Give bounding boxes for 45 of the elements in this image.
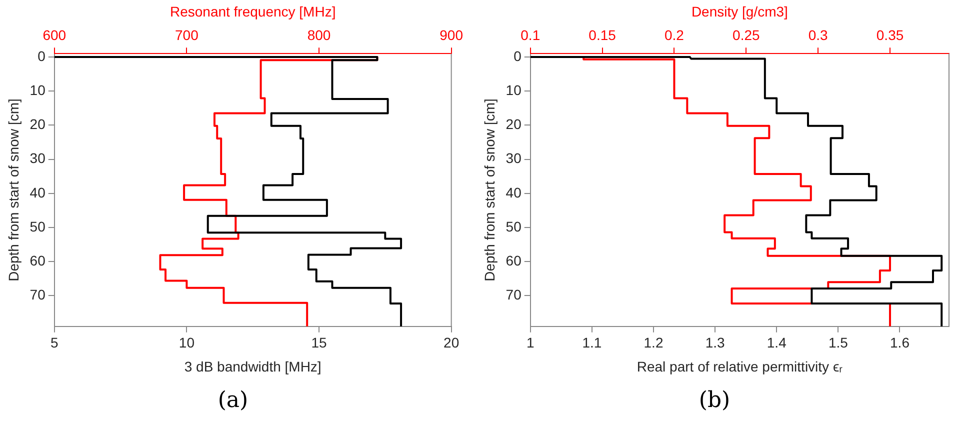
x2-tick-label: 700 <box>175 27 199 44</box>
text: (b) <box>698 388 732 413</box>
x2-tick-label: 0.25 <box>732 27 760 44</box>
y-tick-label: 0 <box>514 48 522 64</box>
x2-tick-label: 0.3 <box>808 27 828 44</box>
x-tick-label: 1 <box>526 334 534 351</box>
y-axis-title: Depth from start of snow [cm] <box>5 98 22 282</box>
x2-axis-title: Resonant frequency [MHz] <box>170 3 336 20</box>
x2-tick-label: 0.15 <box>588 27 616 44</box>
x2-tick-label: 800 <box>307 27 331 44</box>
y-tick-label: 40 <box>30 184 46 200</box>
y-axis-title: Depth from start of snow [cm] <box>481 98 498 282</box>
x-tick-label: 1.4 <box>766 334 787 351</box>
x-tick-label: 5 <box>50 334 58 351</box>
x-tick-label: 15 <box>311 334 327 351</box>
y-tick-label: 70 <box>30 286 46 303</box>
y-tick-label: 40 <box>506 184 522 200</box>
y-tick-label: 10 <box>30 82 46 98</box>
x-tick-label: 1.2 <box>644 334 664 351</box>
x-axis-title: 3 dB bandwidth [MHz] <box>184 358 322 374</box>
y-tick-label: 20 <box>30 116 46 132</box>
y-tick-label: 50 <box>506 218 522 234</box>
x2-tick-label: 0.1 <box>520 27 540 44</box>
x-tick-label: 1.6 <box>890 334 910 351</box>
text: (a) <box>216 388 250 413</box>
x2-axis-title: Density [g/cm3] <box>691 3 788 20</box>
x2-tick-label: 0.2 <box>664 27 684 44</box>
y-tick-label: 60 <box>30 252 46 268</box>
x-tick-label: 20 <box>444 334 460 351</box>
x-tick-label: 1.3 <box>705 334 725 351</box>
x2-tick-label: 600 <box>42 27 66 44</box>
y-tick-label: 60 <box>506 252 522 268</box>
x-tick-label: 1.1 <box>582 334 602 351</box>
y-tick-label: 30 <box>506 150 522 166</box>
y-tick-label: 0 <box>38 48 46 64</box>
y-tick-label: 10 <box>506 82 522 98</box>
y-tick-label: 20 <box>506 116 522 132</box>
y-tick-label: 50 <box>30 218 46 234</box>
x-axis-title: Real part of relative permittivity ϵᵣ <box>636 358 844 374</box>
y-tick-label: 30 <box>30 150 46 166</box>
x-tick-label: 10 <box>178 334 195 351</box>
x-tick-label: 1.5 <box>828 334 848 351</box>
x2-tick-label: 0.35 <box>876 27 904 44</box>
x2-tick-label: 900 <box>440 27 464 44</box>
y-tick-label: 70 <box>506 286 522 303</box>
